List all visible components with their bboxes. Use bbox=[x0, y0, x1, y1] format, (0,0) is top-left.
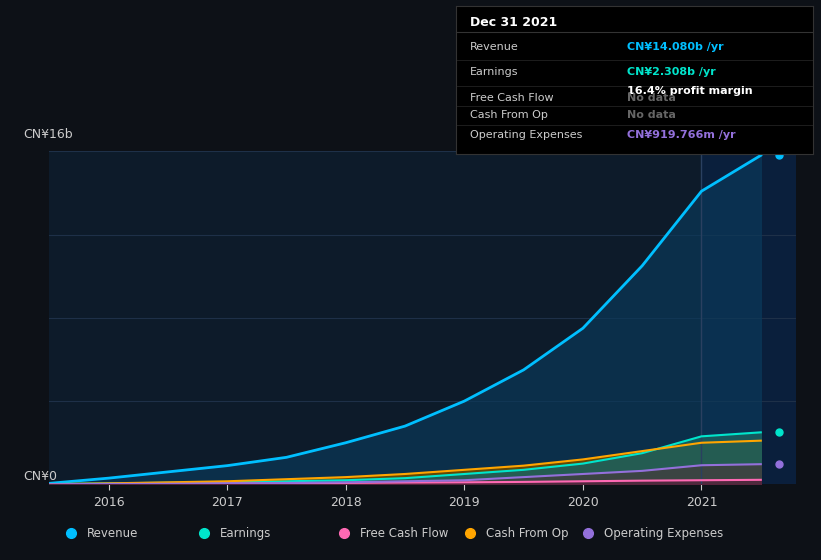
Text: Dec 31 2021: Dec 31 2021 bbox=[470, 16, 557, 29]
Text: Cash From Op: Cash From Op bbox=[470, 110, 548, 120]
Text: No data: No data bbox=[627, 110, 676, 120]
Text: CN¥919.766m /yr: CN¥919.766m /yr bbox=[627, 130, 736, 139]
Text: No data: No data bbox=[627, 92, 676, 102]
Text: Revenue: Revenue bbox=[470, 42, 519, 52]
Text: CN¥16b: CN¥16b bbox=[23, 128, 73, 141]
Text: Operating Expenses: Operating Expenses bbox=[470, 130, 582, 139]
Text: Operating Expenses: Operating Expenses bbox=[604, 527, 723, 540]
Text: 16.4% profit margin: 16.4% profit margin bbox=[627, 86, 753, 96]
Text: Revenue: Revenue bbox=[87, 527, 138, 540]
Bar bbox=[701, 151, 796, 484]
Text: Earnings: Earnings bbox=[470, 67, 518, 77]
Text: Cash From Op: Cash From Op bbox=[486, 527, 568, 540]
Text: Free Cash Flow: Free Cash Flow bbox=[360, 527, 448, 540]
Text: CN¥0: CN¥0 bbox=[23, 470, 57, 483]
Text: CN¥2.308b /yr: CN¥2.308b /yr bbox=[627, 67, 716, 77]
Text: Earnings: Earnings bbox=[220, 527, 271, 540]
Text: CN¥14.080b /yr: CN¥14.080b /yr bbox=[627, 42, 723, 52]
Text: Free Cash Flow: Free Cash Flow bbox=[470, 92, 553, 102]
